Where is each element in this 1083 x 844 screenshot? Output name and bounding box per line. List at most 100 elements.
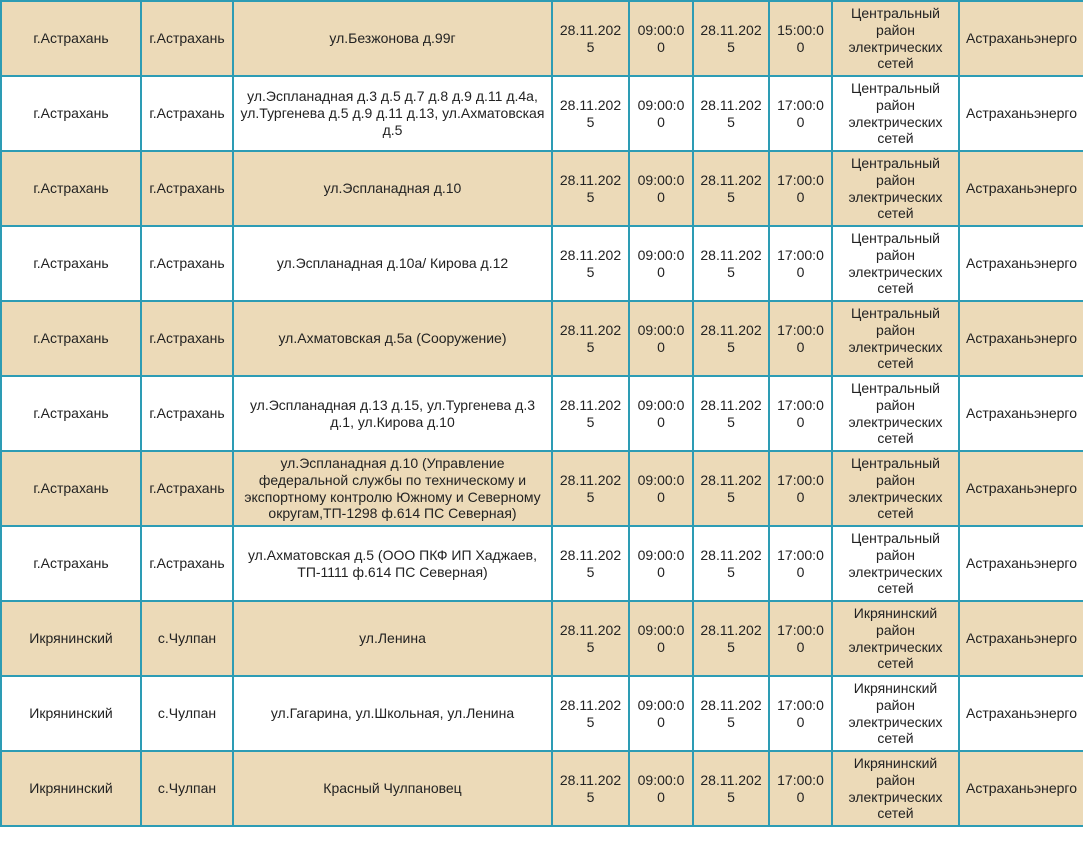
cell-district: Икрянинский: [0, 675, 142, 752]
cell-settlement: г.Астрахань: [140, 0, 234, 77]
cell-district: г.Астрахань: [0, 300, 142, 377]
cell-start_time: 09:00:00: [628, 600, 694, 677]
table-row: г.Астрахань г.Астрахань ул.Эспланадная д.1…: [0, 375, 1083, 452]
cell-organization: Астраханьэнерго: [958, 525, 1083, 602]
cell-address: ул.Эспланадная д.10: [232, 150, 553, 227]
table-row: г.Астрахань г.Астрахань ул.Эспланадная д.1…: [0, 225, 1083, 302]
cell-start_time: 09:00:00: [628, 525, 694, 602]
cell-end_time: 17:00:00: [768, 450, 833, 527]
cell-start_time: 09:00:00: [628, 750, 694, 827]
cell-end_date: 28.11.2025: [692, 300, 770, 377]
cell-organization: Астраханьэнерго: [958, 75, 1083, 152]
outage-table-body: г.Астрахань г.Астрахань ул.Безжонова д.99г…: [0, 0, 1083, 827]
cell-organization: Астраханьэнерго: [958, 600, 1083, 677]
cell-settlement: г.Астрахань: [140, 75, 234, 152]
cell-end_date: 28.11.2025: [692, 600, 770, 677]
cell-address: ул.Гагарина, ул.Школьная, ул.Ленина: [232, 675, 553, 752]
cell-branch: Центральный район электрических сетей: [831, 375, 960, 452]
cell-district: Икрянинский: [0, 750, 142, 827]
cell-end_time: 17:00:00: [768, 750, 833, 827]
table-row: Икрянинский с.Чулпан ул.Гагарина, ул.Школь…: [0, 675, 1083, 752]
table-row: г.Астрахань г.Астрахань ул.Безжонова д.99г…: [0, 0, 1083, 77]
cell-start_date: 28.11.2025: [551, 750, 630, 827]
cell-end_time: 17:00:00: [768, 300, 833, 377]
cell-address: Красный Чулпановец: [232, 750, 553, 827]
cell-start_date: 28.11.2025: [551, 450, 630, 527]
cell-settlement: с.Чулпан: [140, 675, 234, 752]
cell-organization: Астраханьэнерго: [958, 675, 1083, 752]
cell-branch: Икрянинский район электрических сетей: [831, 675, 960, 752]
cell-end_time: 17:00:00: [768, 600, 833, 677]
cell-start_time: 09:00:00: [628, 150, 694, 227]
cell-end_date: 28.11.2025: [692, 450, 770, 527]
cell-start_date: 28.11.2025: [551, 600, 630, 677]
cell-end_date: 28.11.2025: [692, 375, 770, 452]
cell-start_time: 09:00:00: [628, 375, 694, 452]
cell-end_date: 28.11.2025: [692, 225, 770, 302]
cell-end_date: 28.11.2025: [692, 675, 770, 752]
table-row: Икрянинский с.Чулпан ул.Ленина 28.11.2025 09…: [0, 600, 1083, 677]
cell-end_time: 17:00:00: [768, 525, 833, 602]
cell-settlement: с.Чулпан: [140, 600, 234, 677]
cell-organization: Астраханьэнерго: [958, 750, 1083, 827]
cell-start_date: 28.11.2025: [551, 375, 630, 452]
table-row: Икрянинский с.Чулпан Красный Чулпановец 28.…: [0, 750, 1083, 827]
cell-start_time: 09:00:00: [628, 450, 694, 527]
cell-district: г.Астрахань: [0, 0, 142, 77]
cell-start_date: 28.11.2025: [551, 225, 630, 302]
cell-start_date: 28.11.2025: [551, 75, 630, 152]
cell-organization: Астраханьэнерго: [958, 0, 1083, 77]
cell-organization: Астраханьэнерго: [958, 225, 1083, 302]
cell-settlement: г.Астрахань: [140, 300, 234, 377]
cell-address: ул.Ахматовская д.5 (ООО ПКФ ИП Хаджаев, …: [232, 525, 553, 602]
cell-settlement: г.Астрахань: [140, 375, 234, 452]
cell-address: ул.Эспланадная д.3 д.5 д.7 д.8 д.9 д.11 …: [232, 75, 553, 152]
cell-end_date: 28.11.2025: [692, 75, 770, 152]
cell-end_time: 17:00:00: [768, 75, 833, 152]
cell-address: ул.Безжонова д.99г: [232, 0, 553, 77]
cell-organization: Астраханьэнерго: [958, 450, 1083, 527]
outage-schedule-table: г.Астрахань г.Астрахань ул.Безжонова д.99г…: [0, 0, 1083, 827]
cell-district: г.Астрахань: [0, 75, 142, 152]
cell-address: ул.Эспланадная д.10 (Управление федераль…: [232, 450, 553, 527]
table-row: г.Астрахань г.Астрахань ул.Эспланадная д.3…: [0, 75, 1083, 152]
cell-district: г.Астрахань: [0, 450, 142, 527]
cell-end_time: 17:00:00: [768, 225, 833, 302]
cell-start_time: 09:00:00: [628, 0, 694, 77]
cell-branch: Центральный район электрических сетей: [831, 450, 960, 527]
cell-organization: Астраханьэнерго: [958, 150, 1083, 227]
table-row: г.Астрахань г.Астрахань ул.Ахматовская д.5…: [0, 300, 1083, 377]
cell-organization: Астраханьэнерго: [958, 375, 1083, 452]
cell-end_time: 15:00:00: [768, 0, 833, 77]
cell-branch: Центральный район электрических сетей: [831, 300, 960, 377]
cell-start_time: 09:00:00: [628, 675, 694, 752]
cell-settlement: г.Астрахань: [140, 150, 234, 227]
cell-end_date: 28.11.2025: [692, 525, 770, 602]
cell-district: г.Астрахань: [0, 525, 142, 602]
cell-end_date: 28.11.2025: [692, 150, 770, 227]
cell-branch: Икрянинский район электрических сетей: [831, 750, 960, 827]
cell-address: ул.Ленина: [232, 600, 553, 677]
cell-end_time: 17:00:00: [768, 150, 833, 227]
cell-address: ул.Ахматовская д.5а (Сооружение): [232, 300, 553, 377]
cell-district: г.Астрахань: [0, 375, 142, 452]
cell-district: г.Астрахань: [0, 150, 142, 227]
table-row: г.Астрахань г.Астрахань ул.Ахматовская д.5…: [0, 525, 1083, 602]
cell-settlement: г.Астрахань: [140, 225, 234, 302]
table-row: г.Астрахань г.Астрахань ул.Эспланадная д.1…: [0, 450, 1083, 527]
cell-end_time: 17:00:00: [768, 675, 833, 752]
cell-start_date: 28.11.2025: [551, 525, 630, 602]
cell-district: Икрянинский: [0, 600, 142, 677]
cell-district: г.Астрахань: [0, 225, 142, 302]
cell-start_date: 28.11.2025: [551, 300, 630, 377]
table-row: г.Астрахань г.Астрахань ул.Эспланадная д.1…: [0, 150, 1083, 227]
cell-start_time: 09:00:00: [628, 300, 694, 377]
cell-branch: Центральный район электрических сетей: [831, 75, 960, 152]
cell-start_date: 28.11.2025: [551, 675, 630, 752]
cell-branch: Центральный район электрических сетей: [831, 150, 960, 227]
cell-settlement: с.Чулпан: [140, 750, 234, 827]
cell-end_date: 28.11.2025: [692, 0, 770, 77]
cell-start_time: 09:00:00: [628, 75, 694, 152]
cell-start_time: 09:00:00: [628, 225, 694, 302]
